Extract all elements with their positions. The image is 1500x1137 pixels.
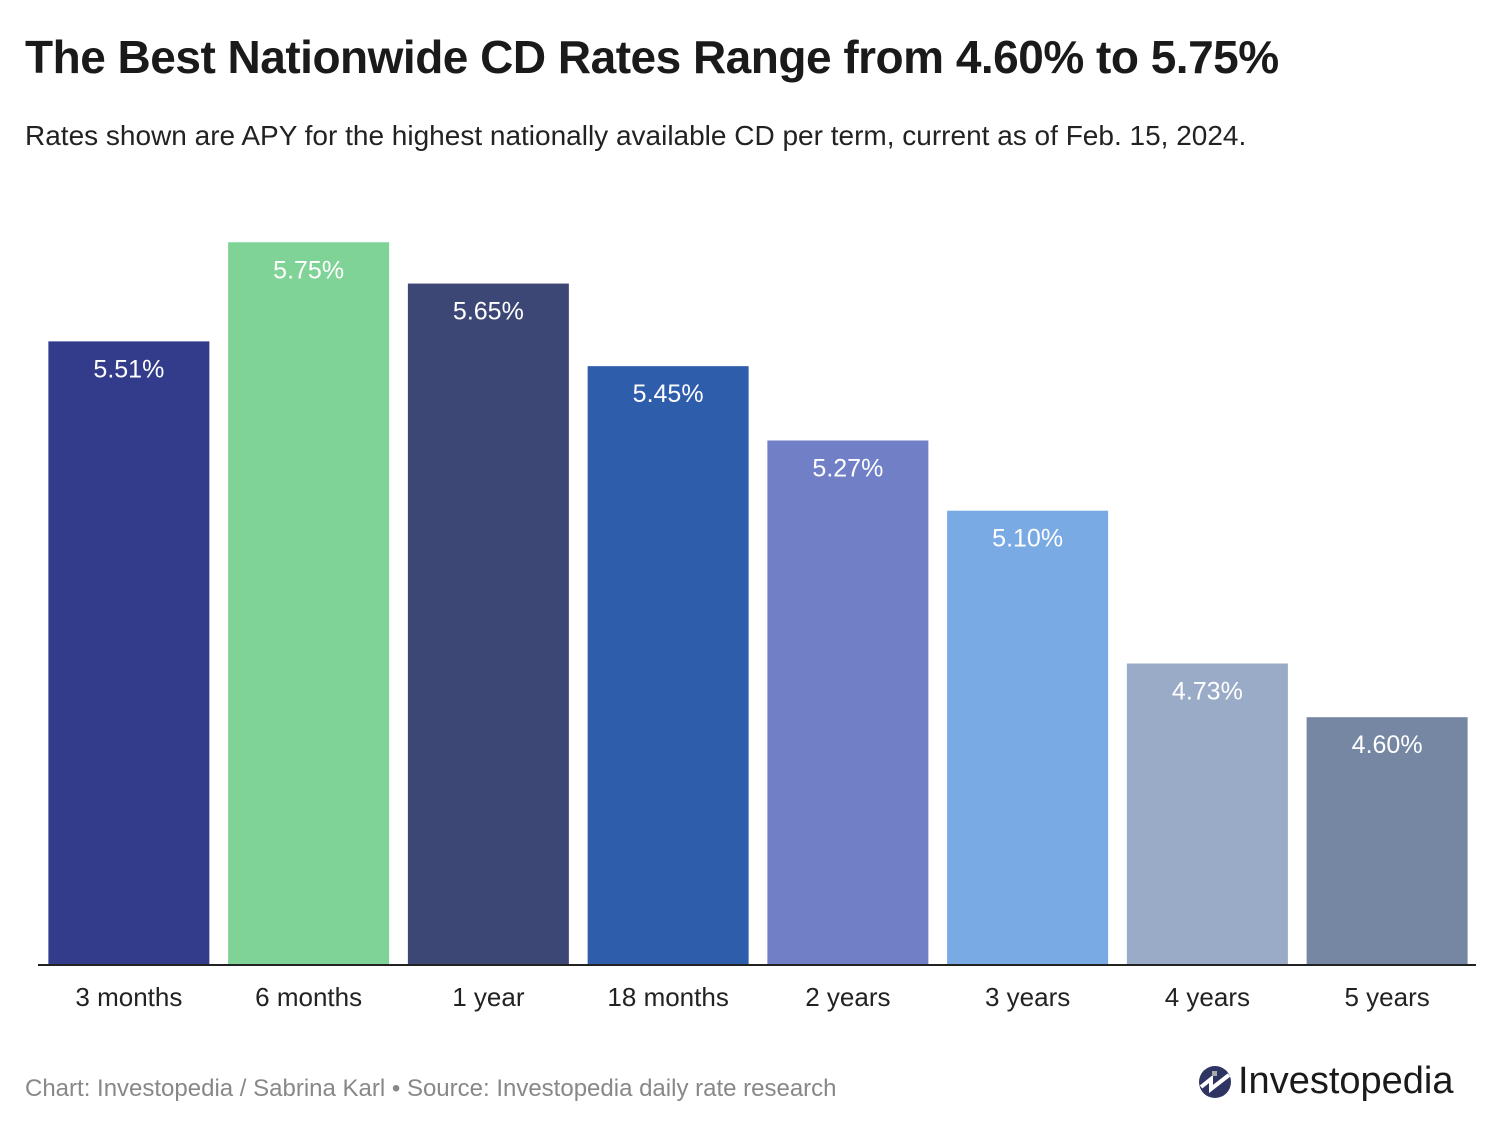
data-label: 5.51% <box>93 355 164 383</box>
data-label: 4.60% <box>1352 731 1423 759</box>
bar-3 <box>407 283 569 965</box>
bar-2 <box>228 242 390 965</box>
chart-source: Chart: Investopedia / Sabrina Karl • Sou… <box>25 1075 837 1102</box>
investopedia-logo-icon <box>1199 1065 1231 1098</box>
x-tick-label: 3 years <box>985 982 1070 1012</box>
data-label: 5.45% <box>633 380 704 408</box>
bar-1 <box>48 341 210 965</box>
x-tick-label: 3 months <box>75 982 182 1012</box>
data-label: 4.73% <box>1172 678 1243 706</box>
investopedia-logo: Investopedia <box>1198 1060 1454 1103</box>
data-label: 5.75% <box>273 256 344 284</box>
x-tick-label: 6 months <box>255 982 362 1012</box>
x-tick-label: 18 months <box>607 982 728 1012</box>
x-tick-label: 1 year <box>452 982 525 1012</box>
x-tick-label: 4 years <box>1165 982 1250 1012</box>
bar-4 <box>587 366 749 965</box>
x-tick-label: 5 years <box>1344 982 1429 1012</box>
bar-7 <box>1126 663 1288 965</box>
bar-8 <box>1306 717 1468 965</box>
chart-subtitle: Rates shown are APY for the highest nati… <box>25 120 1247 151</box>
chart-title: The Best Nationwide CD Rates Range from … <box>25 31 1279 83</box>
logo-text: Investopedia <box>1238 1060 1454 1102</box>
data-label: 5.10% <box>992 525 1063 553</box>
bar-5 <box>767 440 929 965</box>
data-label: 5.65% <box>453 298 524 326</box>
bar-chart: 5.51% 3 months 5.75% 6 months 5.65% 1 year 5.4… <box>38 242 1476 1012</box>
x-tick-label: 2 years <box>805 982 890 1012</box>
data-label: 5.27% <box>812 454 883 482</box>
bar-6 <box>947 510 1109 965</box>
